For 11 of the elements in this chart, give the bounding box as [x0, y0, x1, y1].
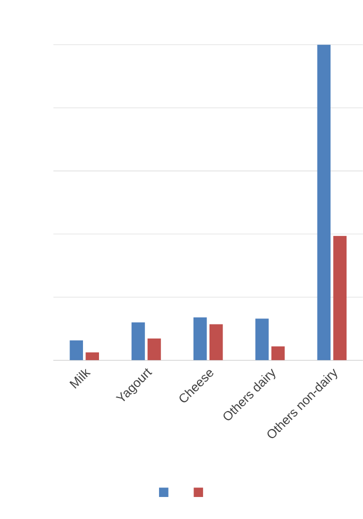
bar [317, 44, 331, 360]
bar [333, 236, 347, 360]
bar [255, 318, 269, 360]
bar [86, 352, 100, 360]
bar [271, 346, 285, 360]
bar [194, 317, 207, 360]
bar [132, 322, 145, 360]
bar [210, 324, 223, 360]
x-tick-label: Milk [69, 368, 91, 389]
bar [148, 338, 161, 360]
bar [70, 340, 84, 360]
